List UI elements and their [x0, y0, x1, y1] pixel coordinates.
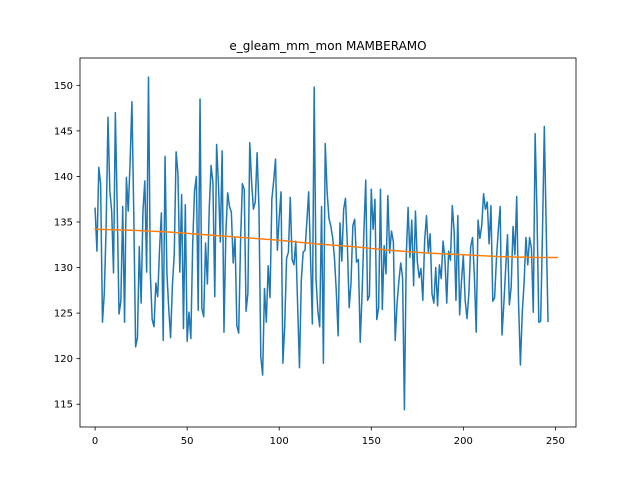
x-axis: 0 50 100 150 200 250: [92, 427, 565, 447]
y-tick-label: 125: [54, 309, 73, 320]
x-tick-label: 250: [546, 436, 565, 447]
y-tick-label: 130: [54, 263, 73, 274]
y-tick-label: 145: [54, 126, 73, 137]
plot-area: [80, 58, 576, 427]
series-line-trend: [94, 228, 558, 259]
y-tick-label: 150: [54, 81, 73, 92]
x-tick-label: 0: [92, 436, 98, 447]
plot-frame: [79, 57, 577, 428]
y-tick-label: 115: [54, 400, 73, 411]
chart-title: e_gleam_mm_mon MAMBERAMO: [229, 39, 426, 53]
y-tick-label: 120: [54, 354, 73, 365]
series-line-data: [94, 76, 549, 411]
x-tick-label: 200: [454, 436, 473, 447]
x-tick-label: 150: [362, 436, 381, 447]
y-tick-label: 135: [54, 218, 73, 229]
series-layer: [94, 76, 558, 411]
y-tick-label: 140: [54, 172, 73, 183]
x-tick-label: 100: [270, 436, 289, 447]
y-axis: 115 120 125 130 135 140 145 150: [54, 81, 80, 411]
x-tick-label: 50: [181, 436, 194, 447]
